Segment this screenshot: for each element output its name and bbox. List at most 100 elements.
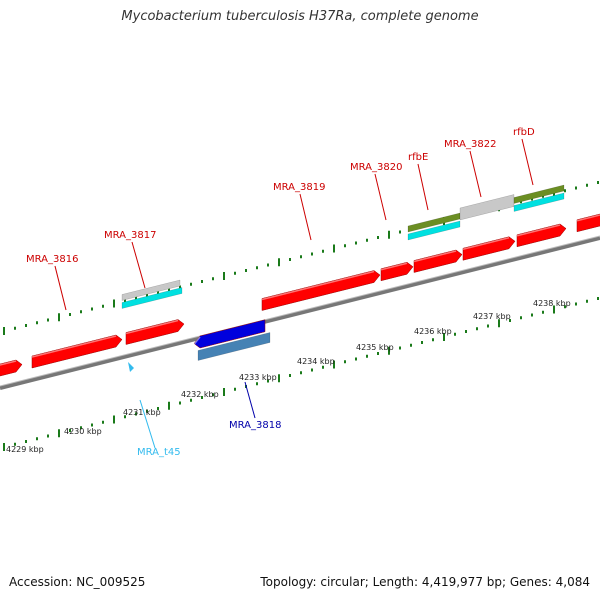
minor-tick	[212, 393, 214, 397]
gene-highlight	[261, 270, 375, 301]
minor-tick	[509, 319, 511, 322]
tick-label-2: 4231 kbp	[123, 408, 161, 417]
gene-label-mra-3820: MRA_3820	[350, 162, 402, 221]
gene-labels: MRA_3816 MRA_3817 MRA_3819 MRA_3820 rfbE MRA_…	[26, 127, 535, 458]
minor-tick	[135, 412, 137, 416]
tick-label-9: 4238 kbp	[533, 299, 571, 308]
leader-line	[54, 265, 67, 311]
minor-tick	[322, 249, 324, 253]
minor-tick	[124, 299, 126, 303]
gene-highlight	[193, 336, 201, 345]
trna-mra-t45	[128, 362, 134, 372]
cds-band-cyan-3	[513, 192, 565, 212]
minor-tick	[14, 326, 16, 330]
cds-band-grey-2	[459, 194, 515, 221]
minor-tick	[80, 310, 82, 314]
minor-tick	[69, 429, 71, 432]
minor-tick	[157, 291, 159, 294]
gene-label-mra-3818: MRA_3818	[229, 381, 281, 431]
gene-label-mra-3819: MRA_3819	[273, 182, 325, 241]
minor-tick	[47, 318, 49, 322]
minor-tick	[399, 346, 401, 350]
tick-label-4: 4233 kbp	[239, 373, 277, 382]
forward-gene-5	[413, 249, 463, 273]
gene-label-text: rfbD	[513, 127, 535, 138]
leader-line	[374, 173, 387, 221]
minor-tick	[25, 324, 27, 327]
gene-highlight	[125, 319, 179, 335]
minor-tick	[256, 266, 258, 270]
minor-tick	[399, 230, 401, 234]
minor-tick	[267, 263, 269, 267]
gene-label-text: MRA_3820	[350, 162, 402, 173]
forward-gene-2	[125, 319, 185, 345]
minor-tick	[190, 398, 192, 402]
backbone-line	[0, 236, 600, 390]
minor-tick	[179, 401, 181, 405]
minor-tick	[421, 341, 423, 344]
gene-label-mra-3817: MRA_3817	[104, 230, 156, 289]
minor-tick	[520, 316, 522, 320]
minor-tick	[146, 409, 148, 413]
tick-label-8: 4237 kbp	[473, 312, 511, 321]
minor-tick	[355, 357, 357, 361]
gene-label-text: MRA_3818	[229, 420, 281, 431]
tick-label-6: 4235 kbp	[356, 343, 394, 352]
forward-gene-6	[462, 236, 516, 261]
minor-tick	[531, 313, 533, 317]
minor-tick	[102, 420, 104, 424]
minor-tick	[102, 304, 104, 308]
minor-tick	[124, 415, 126, 419]
genome-backbone	[0, 235, 600, 390]
cds-band-olive-2	[513, 184, 565, 204]
minor-tick	[234, 271, 236, 275]
leader-line	[299, 193, 312, 241]
gene-highlight	[31, 335, 117, 358]
cds-band-cyan-1	[121, 287, 183, 309]
gene-highlight	[380, 262, 408, 271]
forward-gene-0	[0, 359, 23, 377]
reverse-dotted-track	[3, 297, 599, 451]
reverse-cds-band	[197, 332, 271, 361]
minor-tick	[289, 374, 291, 377]
forward-gene-7	[516, 223, 567, 248]
minor-tick	[135, 296, 137, 300]
minor-tick	[256, 382, 258, 386]
gene-label-mra-3822: MRA_3822	[444, 139, 496, 198]
gene-label-mra-t45: MRA_t45	[137, 399, 181, 458]
leader-line	[417, 163, 429, 211]
minor-tick	[300, 371, 302, 375]
minor-tick	[190, 282, 192, 286]
gene-label-mra-3816: MRA_3816	[26, 254, 78, 311]
minor-tick	[36, 437, 38, 441]
minor-tick	[377, 352, 379, 355]
minor-tick	[234, 387, 236, 391]
minor-tick	[311, 368, 313, 372]
tick-label-5: 4234 kbp	[297, 357, 335, 366]
minor-tick	[69, 313, 71, 316]
forward-gene-1	[31, 334, 123, 369]
minor-tick	[201, 396, 203, 399]
minor-tick	[454, 332, 456, 336]
minor-tick	[586, 183, 588, 187]
cds-band-grey-1	[121, 279, 181, 301]
minor-tick	[36, 321, 38, 325]
minor-tick	[476, 327, 478, 331]
minor-tick	[432, 338, 434, 342]
minor-tick	[377, 236, 379, 239]
gene-label-text: MRA_t45	[137, 447, 181, 458]
leader-line	[131, 241, 146, 289]
minor-tick	[179, 285, 181, 289]
tick-label-1: 4230 kbp	[64, 427, 102, 436]
leader-line	[244, 381, 256, 419]
tick-label-7: 4236 kbp	[414, 327, 452, 336]
minor-tick	[344, 244, 346, 248]
gene-label-text: MRA_3817	[104, 230, 156, 241]
minor-tick	[157, 407, 159, 410]
minor-tick	[300, 255, 302, 259]
minor-tick	[410, 343, 412, 347]
scale-tick-labels: 4229 kbp 4230 kbp 4231 kbp 4232 kbp 4233 kbp…	[6, 299, 571, 454]
minor-tick	[344, 360, 346, 364]
minor-tick	[597, 181, 599, 184]
